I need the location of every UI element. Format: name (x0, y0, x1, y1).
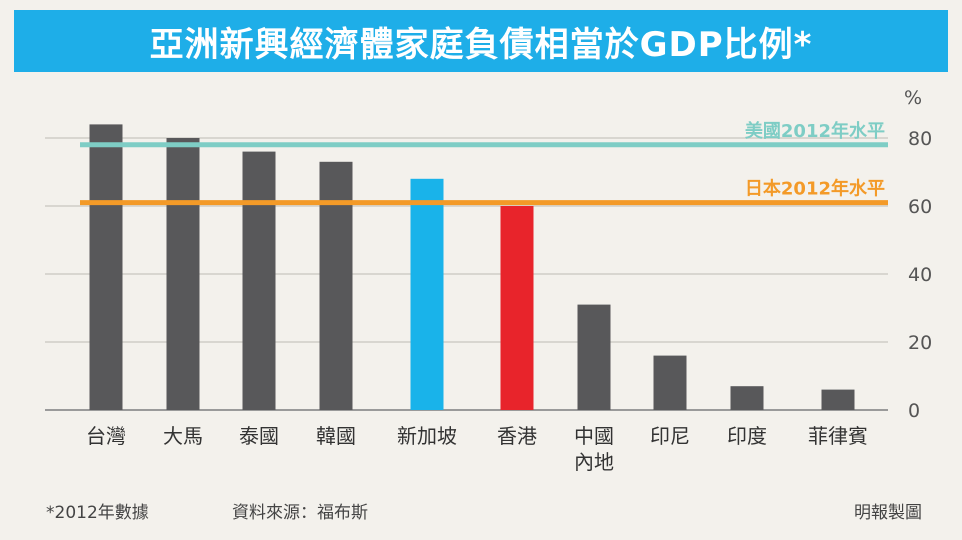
bar-2 (242, 151, 276, 410)
x-tick-label: 菲律賓 (808, 424, 868, 448)
x-tick-label: 香港 (497, 424, 537, 448)
x-tick-label: 新加坡 (397, 424, 457, 448)
y-tick-label: 60 (908, 196, 932, 218)
bar-6 (577, 304, 611, 410)
source-text: 資料來源：福布斯 (232, 503, 368, 523)
bar-3 (319, 161, 353, 410)
x-tick-label: 台灣 (86, 424, 126, 448)
y-tick-label: 40 (908, 264, 932, 286)
y-tick-label: 0 (908, 400, 920, 422)
chart-title: 亞洲新興經濟體家庭負債相當於GDP比例* (14, 10, 948, 72)
x-tick-label: 印尼 (650, 424, 690, 448)
bar-5 (500, 206, 534, 410)
x-tick-label: 泰國 (239, 424, 279, 448)
x-tick-label: 印度 (727, 424, 767, 448)
reference-line-label-1: 日本2012年水平 (745, 178, 885, 200)
bar-8 (730, 386, 764, 410)
bar-1 (166, 138, 200, 410)
bar-9 (821, 389, 855, 410)
x-tick-label: 內地 (574, 450, 614, 474)
y-tick-label: 80 (908, 128, 932, 150)
footnote: *2012年數據 (46, 503, 149, 523)
bar-0 (89, 124, 123, 411)
x-tick-label: 中國 (574, 424, 614, 448)
bar-7 (653, 355, 687, 410)
reference-line-label-0: 美國2012年水平 (745, 120, 885, 142)
x-tick-label: 韓國 (316, 424, 356, 448)
y-tick-label: 20 (908, 332, 932, 354)
bar-4 (410, 178, 444, 410)
y-axis-unit: % (904, 87, 922, 109)
x-tick-label: 大馬 (163, 424, 203, 448)
credit-text: 明報製圖 (854, 503, 922, 523)
